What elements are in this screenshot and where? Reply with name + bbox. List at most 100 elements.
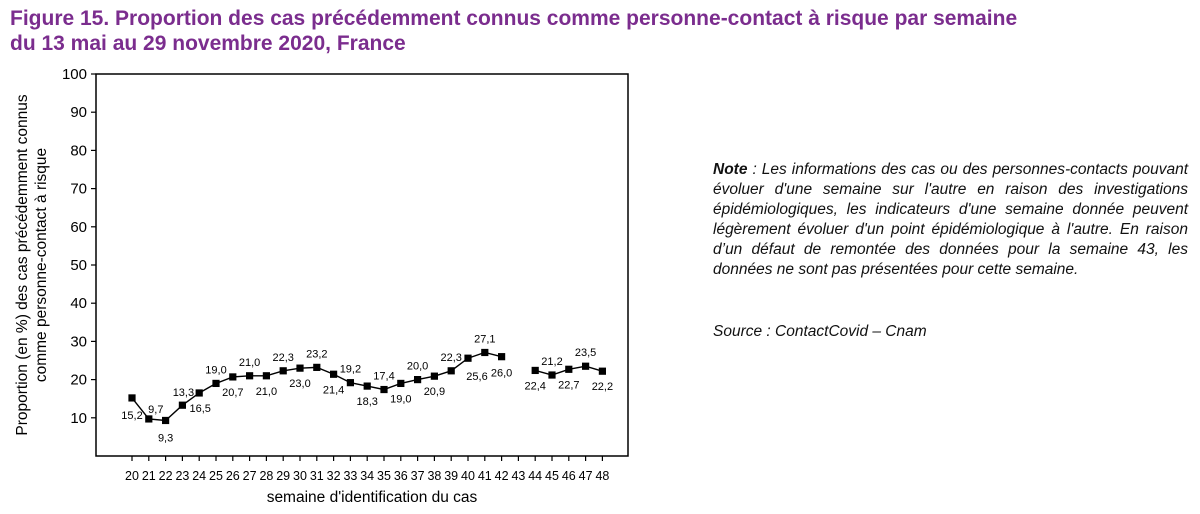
data-label: 9,3	[158, 432, 173, 444]
data-label: 20,0	[407, 361, 428, 373]
x-tick-label: 34	[360, 469, 374, 483]
data-point	[380, 385, 388, 394]
data-point	[162, 416, 170, 425]
data-label: 16,5	[189, 403, 210, 415]
x-tick-label: 29	[276, 469, 290, 483]
x-tick-label: 39	[444, 469, 458, 483]
y-tick-label: 70	[70, 181, 87, 198]
x-tick-label: 46	[562, 469, 576, 483]
data-label: 20,7	[222, 387, 243, 399]
figure-title-line1: Figure 15. Proportion des cas précédemme…	[10, 7, 1018, 30]
x-tick-label: 30	[293, 469, 307, 483]
data-label: 22,7	[558, 379, 579, 391]
y-tick-label: 80	[70, 142, 87, 159]
data-label: 21,0	[256, 386, 277, 398]
data-point	[598, 367, 606, 375]
x-tick-label: 42	[495, 469, 509, 483]
y-tick-label: 40	[70, 295, 87, 312]
data-point	[498, 353, 506, 361]
x-tick-label: 48	[595, 469, 609, 483]
x-tick-label: 47	[579, 469, 593, 483]
data-point	[178, 401, 186, 409]
x-tick-label: 40	[461, 469, 475, 483]
data-label: 22,3	[272, 352, 293, 364]
data-point	[548, 371, 556, 379]
data-point	[313, 363, 321, 371]
figure-title: Figure 15. Proportion des cas précédemme…	[10, 6, 1110, 56]
y-axis-title-line2: comme personne-contact à risque	[33, 148, 50, 382]
y-tick-label: 20	[70, 372, 87, 389]
data-point	[363, 382, 371, 390]
x-tick-label: 45	[545, 469, 559, 483]
data-point	[212, 379, 220, 388]
source-text: Source : ContactCovid – Cnam	[713, 323, 927, 340]
x-tick-label: 21	[142, 469, 156, 483]
data-point	[582, 362, 590, 370]
data-label: 23,5	[575, 347, 596, 359]
data-label: 23,0	[289, 378, 310, 390]
x-tick-label: 31	[310, 469, 324, 483]
x-tick-label: 27	[243, 469, 257, 483]
y-axis-title-line1: Proportion (en %) des cas précédemment c…	[14, 94, 31, 435]
data-point	[346, 379, 354, 387]
data-point	[128, 394, 136, 402]
data-label: 15,2	[121, 410, 142, 422]
data-point	[430, 372, 438, 380]
data-point	[145, 415, 153, 423]
note-separator: :	[747, 161, 762, 178]
data-point	[565, 365, 573, 373]
y-tick-label: 10	[70, 410, 87, 427]
data-point	[447, 367, 455, 375]
x-tick-label: 24	[192, 469, 206, 483]
data-label: 23,2	[306, 348, 327, 360]
x-tick-label: 38	[427, 469, 441, 483]
data-label: 13,3	[173, 387, 194, 399]
x-tick-label: 37	[411, 469, 425, 483]
y-tick-label: 30	[70, 333, 87, 350]
data-point	[330, 370, 338, 378]
data-label: 21,4	[323, 384, 344, 396]
data-label: 9,7	[148, 404, 163, 416]
data-label: 17,4	[373, 371, 394, 383]
x-tick-label: 20	[125, 469, 139, 483]
x-tick-label: 25	[209, 469, 223, 483]
data-label: 20,9	[424, 386, 445, 398]
data-point	[279, 367, 287, 375]
x-tick-label: 28	[259, 469, 273, 483]
data-label: 21,2	[541, 356, 562, 368]
y-tick-label: 50	[70, 257, 87, 274]
data-point	[229, 373, 237, 381]
note-label: Note	[713, 161, 748, 178]
data-label: 19,0	[205, 364, 226, 376]
note-text: Les informations des cas ou des personne…	[713, 161, 1188, 278]
data-label: 22,2	[592, 381, 613, 393]
x-axis-title: semaine d'identification du cas	[267, 489, 478, 506]
note-paragraph: Note : Les informations des cas ou des p…	[713, 160, 1188, 280]
x-tick-label: 36	[394, 469, 408, 483]
x-tick-label: 35	[377, 469, 391, 483]
y-tick-label: 100	[62, 66, 87, 83]
data-label: 22,3	[440, 352, 461, 364]
data-point	[414, 376, 422, 384]
x-tick-label: 44	[528, 469, 542, 483]
x-tick-label: 41	[478, 469, 492, 483]
data-label: 26,0	[491, 368, 512, 380]
data-point	[195, 389, 203, 397]
x-tick-label: 23	[175, 469, 189, 483]
x-tick-label: 22	[159, 469, 173, 483]
data-point	[296, 364, 304, 372]
data-point	[262, 372, 270, 380]
figure-title-line2: du 13 mai au 29 novembre 2020, France	[10, 32, 406, 55]
data-label: 19,0	[390, 393, 411, 405]
data-label: 18,3	[356, 396, 377, 408]
data-point	[481, 348, 489, 357]
x-tick-label: 26	[226, 469, 240, 483]
data-point	[246, 372, 254, 380]
data-label: 25,6	[466, 371, 487, 383]
y-tick-label: 90	[70, 104, 87, 121]
y-tick-label: 60	[70, 219, 87, 236]
x-tick-label: 33	[343, 469, 357, 483]
data-point	[397, 379, 405, 388]
x-tick-label: 32	[327, 469, 341, 483]
